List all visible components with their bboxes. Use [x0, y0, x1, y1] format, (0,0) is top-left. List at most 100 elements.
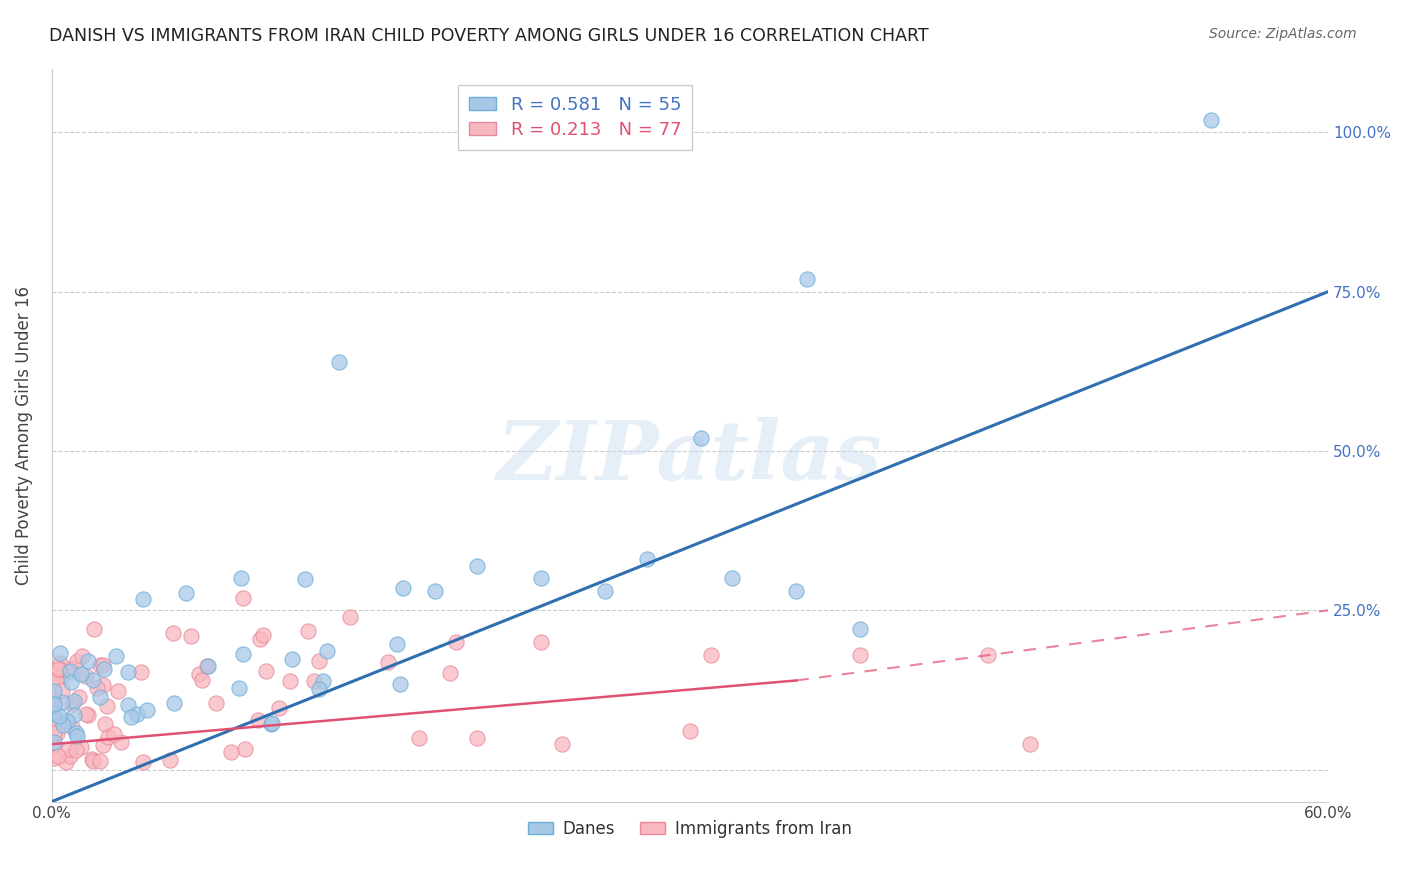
- Point: [97, 730, 120, 744]
- Point: [66, 729, 89, 743]
- Point: [281, 652, 304, 666]
- Point: [252, 628, 274, 642]
- Point: [302, 673, 325, 688]
- Point: [42, 738, 65, 752]
- Point: [231, 570, 253, 584]
- Point: [260, 715, 283, 730]
- Point: [197, 659, 219, 673]
- Point: [60, 720, 83, 734]
- Legend: Danes, Immigrants from Iran: Danes, Immigrants from Iran: [522, 814, 859, 845]
- Point: [48, 709, 70, 723]
- Point: [308, 682, 330, 697]
- Point: [187, 667, 209, 681]
- Point: [56, 714, 79, 728]
- Point: [94, 717, 117, 731]
- Point: [174, 585, 197, 599]
- Point: [131, 755, 153, 769]
- Point: [60, 661, 83, 675]
- Point: [42, 710, 65, 724]
- Point: [249, 632, 271, 647]
- Point: [65, 743, 87, 757]
- Point: [593, 584, 616, 599]
- Point: [117, 698, 139, 712]
- Point: [49, 663, 72, 677]
- Point: [129, 665, 152, 679]
- Point: [1199, 112, 1222, 127]
- Point: [385, 637, 408, 651]
- Point: [59, 664, 82, 678]
- Point: [444, 635, 467, 649]
- Point: [191, 673, 214, 687]
- Point: [52, 718, 75, 732]
- Point: [297, 624, 319, 638]
- Point: [70, 648, 93, 663]
- Text: ZIPatlas: ZIPatlas: [498, 417, 883, 497]
- Point: [117, 665, 139, 679]
- Point: [308, 654, 330, 668]
- Point: [66, 654, 89, 668]
- Point: [63, 693, 86, 707]
- Point: [232, 591, 254, 605]
- Point: [110, 735, 132, 749]
- Point: [205, 696, 228, 710]
- Point: [377, 655, 399, 669]
- Point: [67, 690, 90, 705]
- Point: [82, 754, 104, 768]
- Point: [721, 572, 744, 586]
- Point: [65, 726, 87, 740]
- Point: [408, 731, 430, 746]
- Point: [228, 681, 250, 695]
- Point: [104, 649, 127, 664]
- Point: [162, 625, 184, 640]
- Point: [389, 677, 412, 691]
- Point: [465, 558, 488, 573]
- Point: [51, 683, 73, 698]
- Point: [530, 635, 553, 649]
- Point: [96, 699, 118, 714]
- Point: [46, 748, 69, 763]
- Point: [42, 684, 65, 698]
- Point: [93, 662, 115, 676]
- Point: [132, 592, 155, 607]
- Point: [45, 666, 67, 681]
- Point: [91, 678, 114, 692]
- Point: [49, 646, 72, 660]
- Point: [70, 740, 93, 755]
- Point: [70, 667, 93, 681]
- Point: [58, 741, 80, 756]
- Point: [59, 674, 82, 689]
- Point: [63, 708, 86, 723]
- Point: [60, 697, 83, 711]
- Point: [51, 695, 73, 709]
- Point: [103, 727, 125, 741]
- Point: [796, 272, 818, 286]
- Text: DANISH VS IMMIGRANTS FROM IRAN CHILD POVERTY AMONG GIRLS UNDER 16 CORRELATION CH: DANISH VS IMMIGRANTS FROM IRAN CHILD POV…: [49, 27, 929, 45]
- Point: [42, 751, 65, 765]
- Point: [233, 742, 256, 756]
- Point: [977, 648, 1000, 662]
- Point: [551, 737, 574, 751]
- Point: [127, 707, 149, 722]
- Point: [75, 706, 97, 721]
- Point: [162, 696, 184, 710]
- Point: [83, 623, 105, 637]
- Point: [260, 716, 283, 731]
- Point: [232, 647, 254, 661]
- Point: [159, 753, 181, 767]
- Point: [49, 656, 72, 670]
- Point: [89, 690, 111, 704]
- Point: [530, 572, 553, 586]
- Point: [785, 584, 807, 599]
- Point: [392, 581, 415, 595]
- Point: [89, 657, 111, 672]
- Y-axis label: Child Poverty Among Girls Under 16: Child Poverty Among Girls Under 16: [15, 285, 32, 584]
- Point: [246, 714, 269, 728]
- Point: [269, 701, 291, 715]
- Point: [51, 669, 73, 683]
- Point: [45, 673, 67, 687]
- Point: [294, 572, 316, 586]
- Point: [86, 681, 108, 695]
- Point: [89, 754, 111, 768]
- Point: [465, 731, 488, 745]
- Point: [328, 355, 350, 369]
